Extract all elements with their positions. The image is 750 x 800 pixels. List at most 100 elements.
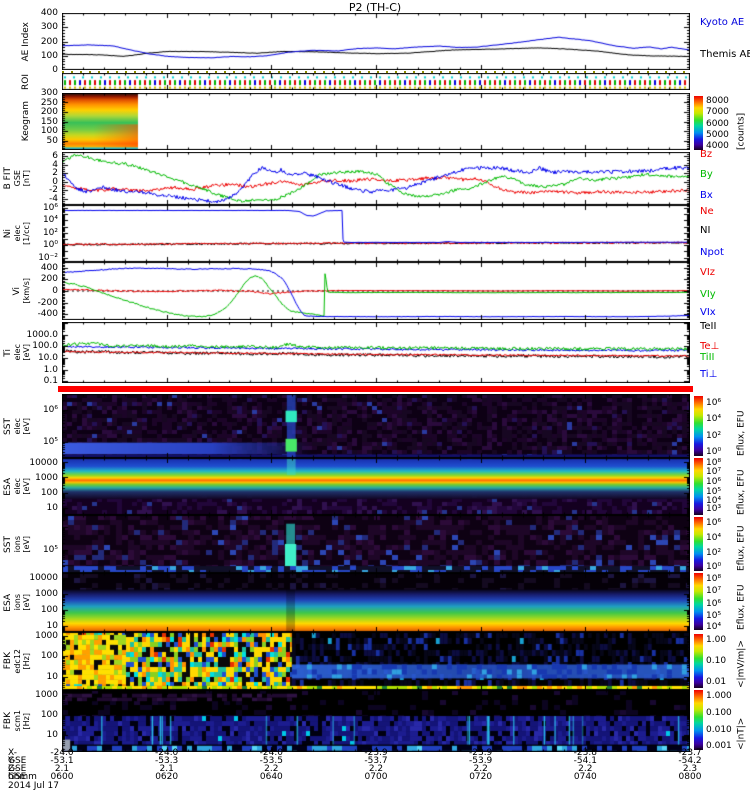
axis-label-line: elec [13,478,22,495]
legend-ti-teii: TeII [700,321,717,332]
ephemeris-value-z-gse: 2.2 [264,764,279,774]
colorbar-unit-sst-elec: Eflux, EFU [736,410,747,456]
y-tick-label-ti: 1.0 [43,364,58,375]
axis-label-line: [Hz] [22,712,31,730]
ephemeris-value-y-gse: -53.7 [364,756,388,766]
axis-label-line: FBK [3,652,13,670]
y-tick-label-fbk-edc12: 10 [46,671,58,682]
colorbar-unit-keogram: [counts] [736,112,747,150]
panel-roi-canvas [62,73,690,90]
y-tick-label-bfit: 2 [52,168,58,179]
y-tick-label-bfit: 6 [52,151,58,162]
axis-label-line: [eV] [22,594,31,611]
panel-ae-canvas [62,13,690,70]
y-tick-label-bfit: -4 [49,193,58,204]
legend-ae-kyotoae: Kyoto AE [700,17,745,28]
y-tick-label-ni: 10² [42,227,58,238]
colorbar-keogram [694,96,703,150]
colorbar-tick-keogram: 8000 [706,95,729,106]
axis-label-ni: Ni elec [1/cc] [3,205,32,262]
y-tick-label-ae: 400 [40,8,58,18]
axis-label-line: SST [3,535,13,553]
y-tick-label-ti: 0.1 [43,376,58,387]
date-label: 2014 Jul 17 [8,781,59,791]
colorbar-sst-elec [694,396,703,456]
colorbar-tick-sst-elec: 10² [706,430,722,441]
axis-label-line: ESA [3,593,13,612]
ephemeris-value-y-gse: -53.1 [50,756,74,766]
panel-fbk-edc12-canvas [62,632,690,690]
colorbar-tick-keogram: 4000 [706,141,729,152]
axis-label-keogram: Keogram [21,93,32,150]
axis-label-ti: Ti elec [eV] [3,322,32,383]
colorbar-tick-fbk-scm1: 0.010 [706,724,732,735]
plot-title: P2 (TH-C) [348,1,402,14]
y-tick-label-ni: 10⁴ [42,215,58,226]
axis-label-roi: ROI [21,73,32,90]
y-tick-label-sst-elec: 10⁶ [42,405,58,415]
colorbar-tick-esa-elec: 10⁸ [706,457,722,468]
colorbar-tick-keogram: 7000 [706,107,729,118]
y-tick-label-ni: 10⁶ [42,203,58,214]
panel-fbk-scm1-canvas [62,690,690,752]
axis-label-line: [km/s] [22,278,31,304]
axis-label-line: ROI [21,73,31,90]
colorbar-tick-esa-ions: 10⁵ [706,611,722,622]
colorbar-tick-fbk-scm1: 0.100 [706,707,732,718]
y-tick-label-ti: 1000.0 [26,329,59,340]
y-tick-label-fbk-edc12: 100 [40,651,58,662]
ephemeris-row-label-hhmm: hhmm [8,772,37,782]
y-tick-label-vi: -400 [37,309,58,320]
axis-label-line: elec [13,417,22,435]
ephemeris-value-y-gse: -53.3 [155,756,179,766]
legend-ni-ne: Ne [700,206,714,217]
time-tick-label: 0800 [678,772,702,782]
y-tick-label-ni: 10⁰ [42,240,58,251]
y-tick-label-keogram: 100 [40,126,58,136]
time-tick-label: 0640 [259,772,283,782]
colorbar-tick-esa-ions: 10⁶ [706,598,722,609]
legend-ti-te: Te⊥ [700,341,720,352]
y-tick-label-ti: 10.0 [37,353,58,364]
colorbar-tick-esa-ions: 10⁴ [706,622,722,633]
legend-vi-viy: VIy [700,289,716,300]
ephemeris-value-y-gse: -53.5 [259,756,283,766]
axis-label-line: [eV] [22,478,31,495]
legend-bfit-bx: Bx [700,190,713,201]
ephemeris-row-label-z-gse: Z-GSE [8,764,27,782]
colorbar-sst-ions [694,517,703,571]
y-tick-label-ae: 0 [52,65,58,75]
colorbar-tick-esa-elec: 10⁵ [706,486,722,497]
y-tick-label-ni: 10⁻² [38,252,58,263]
y-tick-label-fbk-edc12: 1000 [35,631,58,642]
ephemeris-value-z-gse: 2.1 [159,764,174,774]
colorbar-esa-ions [694,573,703,630]
colorbar-tick-esa-ions: 10⁷ [706,586,722,597]
y-tick-label-vi: 400 [40,262,58,273]
y-tick-label-esa-elec: 100 [40,487,58,498]
panel-vi-canvas [62,262,690,320]
colorbar-tick-fbk-edc12: 0.01 [706,676,727,687]
colorbar-tick-keogram: 5000 [706,129,729,140]
colorbar-tick-esa-elec: 10⁷ [706,467,722,478]
axis-label-line: [eV] [22,344,31,361]
legend-ni-npot: Npot [700,247,724,258]
colorbar-tick-fbk-edc12: 1.00 [706,635,727,646]
ephemeris-value-x-gse: -23.8 [573,748,597,758]
colorbar-unit-esa-ions: Eflux, EFU [736,584,747,630]
legend-ae-themisae: Themis AE [700,49,750,60]
y-tick-label-vi: -200 [37,297,58,308]
y-tick-label-esa-elec: 10000 [29,457,58,468]
ephemeris-value-y-gse: -54.1 [573,756,597,766]
time-tick-label: 0700 [364,772,388,782]
ephemeris-value-z-gse: 2.1 [54,764,70,774]
colorbar-unit-fbk-scm1: <|nT|> [736,717,747,750]
colorbar-tick-sst-ions: 10² [706,547,722,558]
panel-keogram-canvas [62,93,690,150]
y-tick-label-sst-ions: 10⁵ [42,544,58,555]
ephemeris-value-x-gse: -23.7 [678,748,702,758]
axis-label-fbk-edc12: FBK edc12 [Hz] [3,632,32,690]
y-tick-label-keogram: 50 [46,135,58,146]
y-tick-label-fbk-scm1: 100 [40,710,58,720]
